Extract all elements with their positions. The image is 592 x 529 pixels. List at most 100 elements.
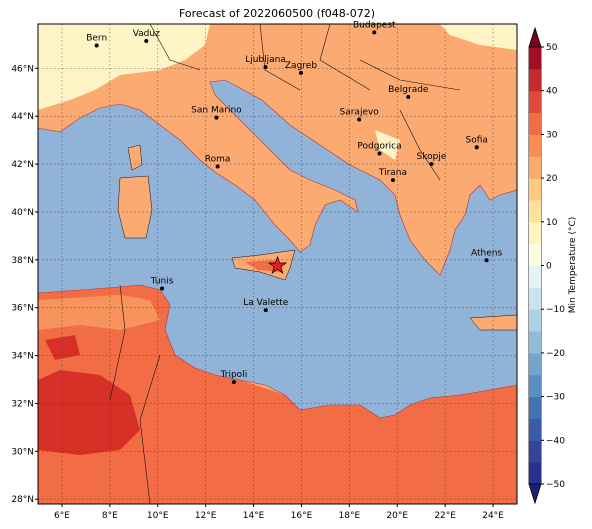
colorbar-tick-label: 10 — [546, 218, 558, 228]
sardinia — [117, 175, 153, 239]
y-tick-label: 46°N — [11, 64, 34, 74]
city-label: Tirana — [378, 168, 407, 178]
colorbar-band — [529, 221, 541, 245]
city-dot — [390, 178, 395, 183]
colorbar-band — [529, 178, 541, 201]
colorbar-over — [528, 26, 542, 48]
city-dot — [357, 117, 362, 122]
city-dot — [215, 164, 220, 169]
city-label: Sarajevo — [340, 108, 380, 118]
colorbar-tick-label: 50 — [546, 43, 558, 53]
city-label: Athens — [471, 248, 502, 258]
y-tick-label: 32°N — [11, 399, 34, 409]
city-dot — [231, 380, 236, 385]
x-tick-label: 16°E — [291, 511, 313, 521]
y-tick-label: 36°N — [11, 304, 34, 314]
borders — [109, 24, 461, 504]
city-dot — [263, 65, 268, 70]
map-title: Forecast of 2022060500 (f048-072) — [179, 7, 375, 20]
city-label: Sofia — [466, 135, 488, 145]
city-label: Skopje — [417, 152, 447, 162]
city-label: Budapest — [353, 20, 396, 30]
colorbar-band — [529, 396, 541, 419]
map-frame — [37, 23, 518, 505]
x-tick-label: 6°E — [54, 511, 70, 521]
colorbar-band — [529, 47, 541, 70]
balkan-patch — [375, 130, 400, 160]
y-tick-label: 38°N — [11, 256, 34, 266]
colorbar-tick-label: 0 — [546, 262, 552, 272]
colorbar-tick-label: 40 — [546, 87, 558, 97]
city-label: Tunis — [150, 277, 174, 287]
city-label: San Marino — [191, 106, 242, 116]
city-label: Ljubljana — [245, 55, 286, 65]
libya-patch — [45, 335, 80, 360]
city-label: Tripoli — [220, 370, 248, 380]
x-tick-label: 10°E — [147, 511, 169, 521]
x-tick-label: 20°E — [386, 511, 408, 521]
colorbar-band — [529, 243, 541, 266]
city-dot — [144, 38, 149, 43]
city-dot — [160, 286, 165, 291]
colorbar-tick-label: −10 — [546, 305, 565, 315]
colorbar-band — [529, 331, 541, 354]
location-marker — [267, 255, 288, 275]
y-tick-label: 34°N — [11, 352, 34, 362]
city-label: Vaduz — [133, 29, 160, 39]
x-tick-label: 14°E — [243, 511, 265, 521]
colorbar-tick-label: −50 — [546, 480, 565, 490]
colorbar-band — [529, 352, 541, 376]
colorbar-band — [529, 309, 541, 332]
colorbar-band — [529, 265, 541, 288]
colorbar-band — [529, 440, 541, 463]
x-tick-label: 12°E — [195, 511, 217, 521]
x-tick-label: 24°E — [482, 511, 504, 521]
colorbar-tick-label: −30 — [546, 393, 565, 403]
colorbar-band — [529, 418, 541, 441]
city-label: Belgrade — [388, 85, 429, 95]
city-dot — [372, 30, 377, 35]
colorbar-tick-label: −20 — [546, 349, 565, 359]
colorbar-under — [528, 483, 542, 505]
colorbar-tick-label: 30 — [546, 130, 558, 140]
colorbar-band — [529, 287, 541, 310]
y-tick-label: 44°N — [11, 112, 34, 122]
city-dot — [474, 145, 479, 150]
y-tick-label: 28°N — [11, 495, 34, 505]
city-label: Roma — [205, 154, 231, 164]
city-dot — [94, 43, 99, 48]
city-label: Zagreb — [285, 61, 317, 71]
city-dot — [377, 151, 382, 156]
colorbar-band — [529, 68, 541, 92]
city-dot — [484, 258, 489, 263]
city-label: La Valette — [243, 298, 288, 308]
y-tick-label: 30°N — [11, 447, 34, 457]
colorbar-tick-label: 20 — [546, 174, 558, 184]
y-tick-label: 40°N — [11, 208, 34, 218]
x-tick-label: 22°E — [434, 511, 456, 521]
colorbar-band — [529, 90, 541, 114]
crete — [469, 314, 517, 331]
city-dot — [263, 308, 268, 313]
colorbar-tick-label: −40 — [546, 436, 565, 446]
colorbar-band — [529, 156, 541, 179]
colorbar-band — [529, 462, 541, 485]
colorbar-label: Min Temperature (°C) — [568, 217, 578, 314]
city-dot — [429, 162, 434, 167]
city-dot — [298, 70, 303, 75]
city-label: Bern — [86, 34, 107, 44]
tunisia-patch — [38, 295, 160, 330]
x-tick-label: 18°E — [339, 511, 361, 521]
colorbar-band — [529, 199, 541, 223]
colorbar-band — [529, 112, 541, 135]
city-label: Podgorica — [357, 142, 401, 152]
colorbar-band — [529, 134, 541, 157]
y-tick-label: 42°N — [11, 160, 34, 170]
north-region — [440, 24, 517, 50]
x-tick-label: 8°E — [102, 511, 118, 521]
city-dot — [214, 115, 219, 120]
colorbar-band — [529, 374, 541, 398]
city-dot — [406, 95, 411, 100]
libya-patch — [38, 370, 140, 455]
